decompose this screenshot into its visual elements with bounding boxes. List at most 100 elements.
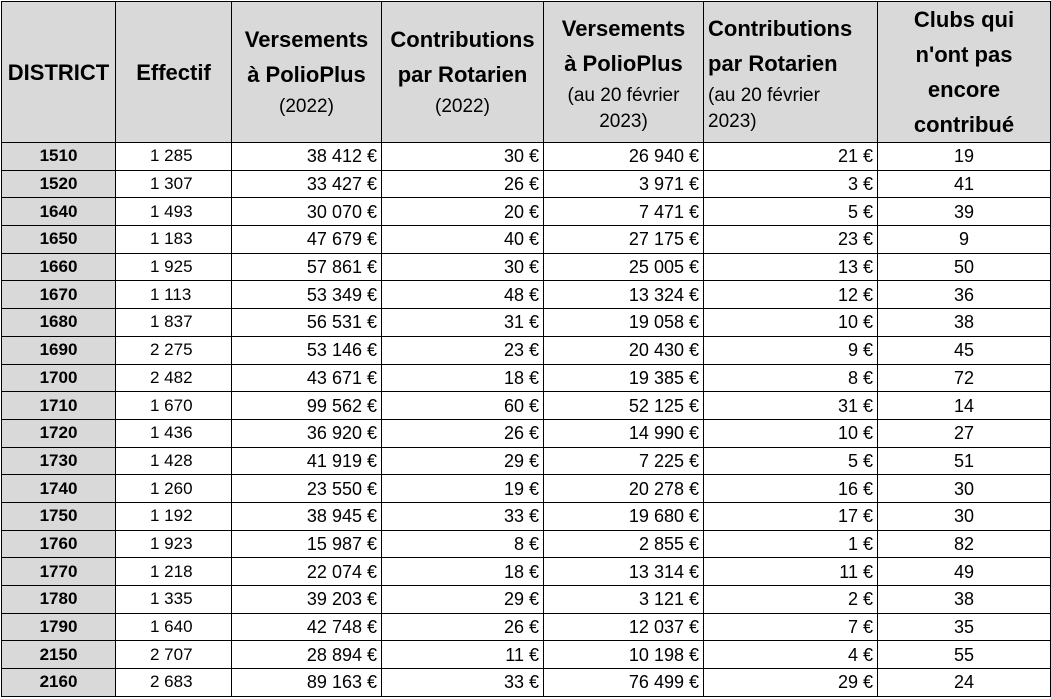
cell-effectif: 2 683 xyxy=(115,668,232,697)
cell-clubs: 35 xyxy=(877,612,1051,642)
cell-versements-2022: 53 146 € xyxy=(231,335,382,365)
cell-versements-2023: 20 430 € xyxy=(543,335,704,365)
cell-contributions-2022: 48 € xyxy=(381,280,544,310)
cell-contributions-2022: 20 € xyxy=(381,197,544,227)
cell-versements-2022: 41 919 € xyxy=(231,446,382,476)
table-row: 1760 1 923 15 987 €8 €2 855 €1 €82 xyxy=(1,529,1051,559)
cell-effectif: 1 925 xyxy=(115,252,232,282)
cell-versements-2022: 33 427 € xyxy=(231,169,382,199)
cell-district: 1790 xyxy=(1,612,116,642)
cell-contributions-2023: 10 € xyxy=(703,308,878,337)
cell-versements-2022: 89 163 € xyxy=(231,668,382,697)
cell-effectif: 1 923 xyxy=(115,529,232,559)
cell-contributions-2023: 13 € xyxy=(703,252,878,282)
cell-contributions-2022: 40 € xyxy=(381,225,544,254)
cell-district: 1520 xyxy=(1,169,116,199)
table-row: 1660 1 925 57 861 €30 €25 005 €13 €50 xyxy=(1,252,1051,282)
cell-versements-2023: 26 940 € xyxy=(543,142,704,171)
cell-effectif: 1 670 xyxy=(115,391,232,420)
cell-versements-2022: 43 671 € xyxy=(231,363,382,393)
cell-clubs: 72 xyxy=(877,363,1051,393)
cell-versements-2023: 7 471 € xyxy=(543,197,704,227)
cell-district: 1690 xyxy=(1,335,116,365)
cell-versements-2022: 22 074 € xyxy=(231,557,382,586)
cell-effectif: 2 275 xyxy=(115,335,232,365)
cell-district: 1510 xyxy=(1,142,116,171)
table-row: 1780 1 335 39 203 €29 €3 121 €2 €38 xyxy=(1,585,1051,614)
cell-district: 1640 xyxy=(1,197,116,227)
cell-effectif: 2 482 xyxy=(115,363,232,393)
cell-contributions-2023: 12 € xyxy=(703,280,878,310)
cell-district: 1710 xyxy=(1,391,116,420)
cell-district: 1680 xyxy=(1,308,116,337)
header-district: DISTRICT xyxy=(1,1,116,143)
cell-district: 1750 xyxy=(1,501,116,531)
cell-contributions-2022: 60 € xyxy=(381,391,544,420)
cell-district: 1770 xyxy=(1,557,116,586)
cell-clubs: 49 xyxy=(877,557,1051,586)
cell-district: 1740 xyxy=(1,474,116,503)
cell-contributions-2023: 31 € xyxy=(703,391,878,420)
cell-effectif: 1 640 xyxy=(115,612,232,642)
header-row: DISTRICT Effectif Versements à PolioPlus… xyxy=(1,1,1051,143)
table-row: 1720 1 436 36 920 €26 €14 990 €10 €27 xyxy=(1,418,1051,448)
cell-effectif: 1 307 xyxy=(115,169,232,199)
cell-versements-2023: 27 175 € xyxy=(543,225,704,254)
cell-effectif: 1 192 xyxy=(115,501,232,531)
cell-versements-2022: 39 203 € xyxy=(231,585,382,614)
cell-versements-2022: 30 070 € xyxy=(231,197,382,227)
table-row: 1700 2 482 43 671 €18 €19 385 €8 €72 xyxy=(1,363,1051,393)
table-row: 1740 1 260 23 550 €19 €20 278 €16 €30 xyxy=(1,474,1051,503)
cell-clubs: 39 xyxy=(877,197,1051,227)
cell-effectif: 1 436 xyxy=(115,418,232,448)
cell-clubs: 30 xyxy=(877,474,1051,503)
cell-contributions-2022: 33 € xyxy=(381,668,544,697)
cell-contributions-2023: 21 € xyxy=(703,142,878,171)
cell-versements-2023: 3 121 € xyxy=(543,585,704,614)
cell-contributions-2023: 8 € xyxy=(703,363,878,393)
cell-contributions-2023: 10 € xyxy=(703,418,878,448)
cell-contributions-2023: 3 € xyxy=(703,169,878,199)
cell-district: 1700 xyxy=(1,363,116,393)
cell-contributions-2023: 5 € xyxy=(703,197,878,227)
cell-versements-2022: 53 349 € xyxy=(231,280,382,310)
cell-contributions-2023: 9 € xyxy=(703,335,878,365)
header-clubs: Clubs qui n'ont pas encore contribué xyxy=(877,1,1051,143)
cell-versements-2022: 23 550 € xyxy=(231,474,382,503)
cell-contributions-2023: 16 € xyxy=(703,474,878,503)
cell-versements-2022: 38 412 € xyxy=(231,142,382,171)
cell-clubs: 51 xyxy=(877,446,1051,476)
cell-district: 1730 xyxy=(1,446,116,476)
cell-contributions-2022: 19 € xyxy=(381,474,544,503)
cell-versements-2022: 28 894 € xyxy=(231,640,382,670)
cell-clubs: 14 xyxy=(877,391,1051,420)
cell-clubs: 45 xyxy=(877,335,1051,365)
cell-versements-2022: 15 987 € xyxy=(231,529,382,559)
header-contributions-2023: Contributions par Rotarien (au 20 févrie… xyxy=(703,1,878,143)
cell-versements-2022: 42 748 € xyxy=(231,612,382,642)
table-row: 1680 1 837 56 531 €31 €19 058 €10 €38 xyxy=(1,308,1051,337)
cell-contributions-2022: 8 € xyxy=(381,529,544,559)
cell-versements-2023: 20 278 € xyxy=(543,474,704,503)
table-row: 1770 1 218 22 074 €18 €13 314 €11 €49 xyxy=(1,557,1051,586)
cell-district: 2160 xyxy=(1,668,116,697)
cell-clubs: 24 xyxy=(877,668,1051,697)
cell-contributions-2023: 17 € xyxy=(703,501,878,531)
cell-versements-2022: 57 861 € xyxy=(231,252,382,282)
table-row: 2150 2 707 28 894 €11 €10 198 €4 €55 xyxy=(1,640,1051,670)
cell-contributions-2022: 29 € xyxy=(381,446,544,476)
cell-contributions-2023: 5 € xyxy=(703,446,878,476)
table-row: 1650 1 183 47 679 €40 €27 175 €23 €9 xyxy=(1,225,1051,254)
cell-effectif: 1 335 xyxy=(115,585,232,614)
cell-effectif: 1 837 xyxy=(115,308,232,337)
cell-district: 1650 xyxy=(1,225,116,254)
cell-versements-2022: 36 920 € xyxy=(231,418,382,448)
cell-contributions-2022: 23 € xyxy=(381,335,544,365)
cell-contributions-2022: 18 € xyxy=(381,363,544,393)
table-row: 1520 1 307 33 427 €26 €3 971 €3 €41 xyxy=(1,169,1051,199)
cell-contributions-2022: 31 € xyxy=(381,308,544,337)
cell-clubs: 9 xyxy=(877,225,1051,254)
cell-versements-2023: 25 005 € xyxy=(543,252,704,282)
table-body: 1510 1 285 38 412 €30 €26 940 €21 €19 1520 1… xyxy=(1,142,1051,697)
cell-versements-2022: 99 562 € xyxy=(231,391,382,420)
